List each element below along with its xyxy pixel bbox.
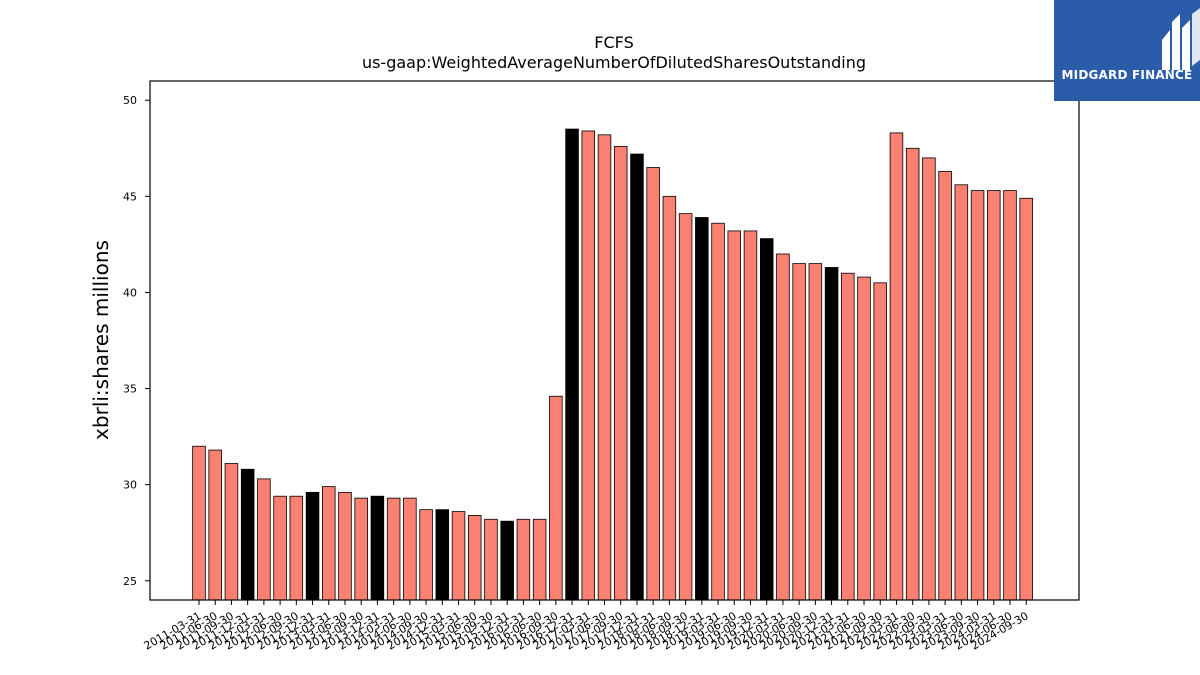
y-tick-label: 35 [123,383,137,396]
y-tick-label: 40 [123,286,137,299]
bar-2014-12-31 [435,509,450,601]
bar-2017-09-30 [613,145,628,601]
bar-2014-09-30 [419,509,433,601]
bar-2019-03-31 [711,222,725,601]
bar-2016-12-31 [565,128,579,601]
bar-2015-03-31 [451,511,466,601]
logo-mark-icon [1162,8,1200,70]
bar-2016-06-30 [532,518,547,601]
bar-2022-09-30 [922,157,936,601]
bar-2014-06-30 [403,497,417,601]
y-tick-label: 50 [123,94,137,107]
bar-2014-03-31 [386,497,401,601]
bar-2024-03-31 [987,190,1001,601]
bar-2023-06-30 [954,184,969,601]
bar-2011-06-30 [208,449,222,601]
bar-2015-06-30 [467,515,482,601]
bar-2012-09-30 [289,495,304,601]
bar-2020-06-30 [792,263,806,601]
plot-frame [149,80,1080,601]
bar-2020-09-30 [808,263,823,601]
y-axis-label: xbrli:shares millions [89,240,113,440]
bar-2019-09-30 [743,230,758,601]
bar-2011-12-31 [240,468,255,601]
y-tick-label: 45 [123,190,137,203]
bar-2024-06-30 [1003,190,1017,601]
bar-2011-09-30 [224,463,239,601]
bar-2012-12-31 [305,491,320,601]
bar-2016-09-30 [549,395,563,601]
chart-title: FCFS [594,33,633,52]
bar-2017-03-31 [581,130,596,601]
bar-2012-03-31 [257,478,271,601]
bar-2013-12-31 [370,495,385,601]
bar-2023-03-31 [938,170,952,601]
bar-2018-12-31 [695,217,709,601]
chart-subtitle: us-gaap:WeightedAverageNumberOfDilutedSh… [362,53,866,72]
bar-2011-03-31 [192,445,206,601]
bar-2018-03-31 [646,167,660,601]
bar-2019-06-30 [727,230,742,601]
bar-2012-06-30 [273,495,287,601]
bar-2015-09-30 [484,518,498,601]
bar-2015-12-31 [500,520,514,601]
logo-text: MIDGARD FINANCE [1061,68,1193,82]
brand-logo: MIDGARD FINANCE [1054,0,1200,101]
bar-2019-12-31 [759,238,774,601]
y-axis: 25 30 35 40 45 50 [123,94,150,588]
bar-2022-03-31 [889,132,904,601]
bars-group [192,128,1033,601]
bar-2018-06-30 [662,195,677,601]
y-tick-label: 30 [123,479,137,492]
bar-2023-09-30 [970,190,985,601]
bar-2022-06-30 [905,147,920,601]
bar-2020-03-31 [776,253,790,601]
bar-2021-09-30 [873,282,887,601]
bar-2017-06-30 [597,134,612,601]
bar-2013-09-30 [354,497,368,601]
x-axis: 2011-03-312011-06-302011-09-302011-12-31… [142,600,1031,653]
bar-2024-09-30 [1019,197,1033,601]
bar-2016-03-31 [516,518,531,601]
bar-2021-03-31 [841,272,855,601]
bar-2020-12-31 [824,267,839,601]
bar-2013-06-30 [338,491,352,601]
bar-2017-12-31 [630,153,644,601]
y-tick-label: 25 [123,575,137,588]
bar-2021-06-30 [857,276,871,601]
bar-2013-03-31 [322,486,336,601]
bar-2018-09-30 [678,213,693,601]
